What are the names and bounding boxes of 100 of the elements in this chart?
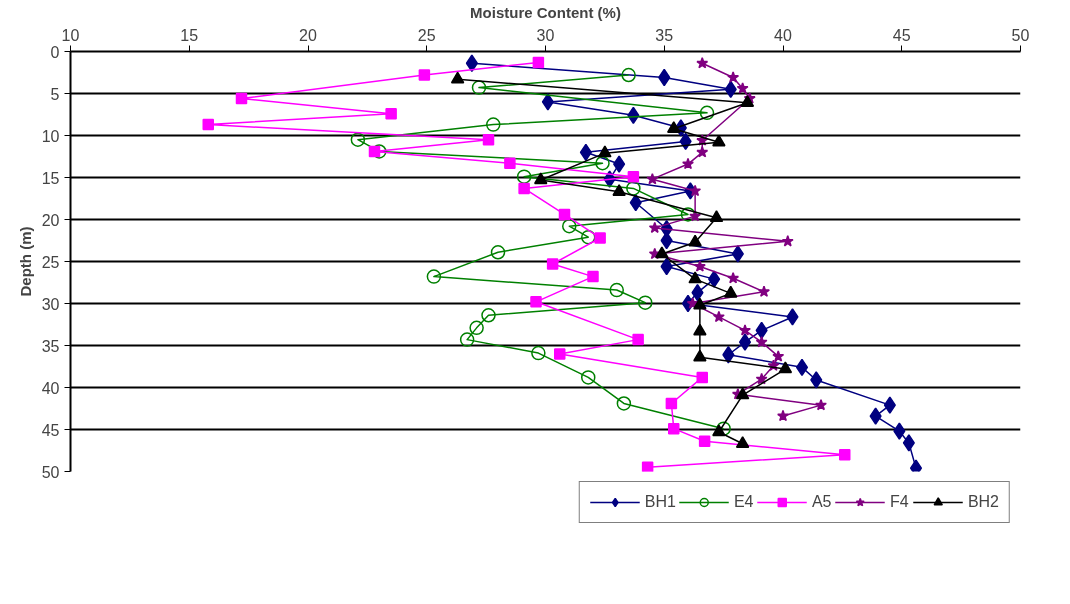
point [490,245,506,260]
point [368,145,381,158]
point [621,67,636,83]
x-tick-label: 50 [1011,26,1030,44]
point [627,170,640,183]
y-tick-label: 10 [41,127,60,145]
point [668,422,680,435]
point [716,421,731,436]
y-tick-label: 35 [41,337,60,355]
point [655,246,669,259]
x-tick-label: 25 [417,26,436,44]
point [682,157,694,170]
y-tick-label: 40 [41,379,60,397]
point [696,371,708,384]
legend-label: E4 [733,493,754,511]
point [482,133,495,146]
point [558,208,571,221]
x-tick-label: 35 [655,26,674,44]
legend-label: BH2 [967,493,999,511]
point [534,172,548,185]
point [755,335,768,348]
point [712,134,726,147]
point [667,121,681,133]
point [693,260,706,272]
point [758,285,770,297]
point [693,297,707,310]
point [739,324,751,336]
point [902,434,915,452]
point [736,82,749,94]
point [708,270,721,288]
x-tick-label: 40 [774,26,792,44]
point [562,218,577,234]
point [531,345,546,361]
point [735,436,750,448]
point [609,282,624,298]
point [712,424,726,437]
point [594,232,606,244]
point [632,333,644,346]
y-tick-label: 5 [50,85,60,103]
point [727,71,740,83]
x-tick-label: 30 [536,26,555,44]
point [731,245,744,263]
point [810,371,823,389]
point [581,370,596,385]
point [738,333,752,351]
point [471,80,487,95]
point [613,155,626,173]
point [598,145,612,158]
y-tick-label: 15 [41,169,60,187]
point [680,207,696,222]
legend-label: F4 [889,493,910,511]
y-tick-label: 30 [41,295,60,313]
legend-label: BH1 [644,493,676,511]
point [688,234,702,247]
point [795,358,809,377]
y-tick-label: 50 [41,463,60,481]
point [777,409,789,422]
point [235,92,248,105]
point [665,397,678,410]
point [727,272,740,284]
point [612,184,626,196]
point [554,348,566,360]
point [869,407,882,425]
point [712,310,725,323]
point [459,332,475,347]
point [696,57,709,69]
x-tick-label: 15 [180,26,199,44]
point [781,235,794,247]
point [693,323,707,336]
point [626,181,641,196]
point [450,71,465,84]
point [786,308,799,326]
point [481,308,496,323]
y-axis-title: Depth (m) [16,226,34,297]
point [518,182,530,195]
point [385,107,397,120]
x-tick-label: 20 [299,26,317,44]
point [530,296,542,308]
y-tick-label: 20 [41,211,60,229]
y-tick-label: 25 [41,253,60,271]
point [709,210,724,223]
point [469,320,484,336]
point [541,93,554,111]
point [688,271,702,284]
point [516,169,532,184]
point [724,285,738,298]
point [595,155,610,171]
point [772,350,785,362]
point [839,448,851,461]
point [648,221,661,234]
x-tick-label: 45 [892,26,911,44]
point [532,56,545,69]
y-tick-label: 45 [41,421,60,439]
point [735,387,750,400]
point [689,209,702,222]
point [646,172,659,185]
point [638,295,653,310]
x-tick-label: 10 [61,26,80,44]
point [581,229,596,245]
point [350,132,366,147]
